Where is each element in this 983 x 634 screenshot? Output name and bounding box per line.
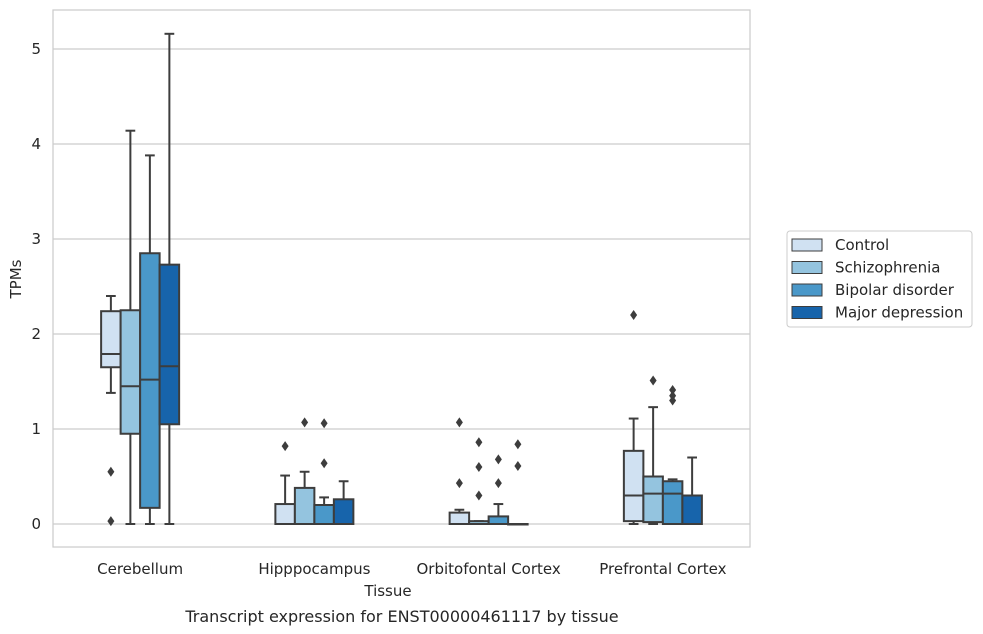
box-body [681,494,703,525]
legend-label: Control [835,236,889,254]
outlier-point [494,454,502,465]
box-bipolar-disorder [139,154,161,525]
legend-frame [786,230,973,328]
outlier-point [630,310,638,320]
outlier-point [514,439,522,450]
y-axis-title: TPMs [7,259,25,299]
box-schizophrenia [293,417,316,525]
y-tick-label: 3 [31,230,41,248]
x-tick-label: Prefrontal Cortex [599,560,726,578]
box-body [622,449,645,523]
legend-label: Major depression [835,304,963,322]
outlier-point [455,478,463,489]
box-bipolar-disorder [661,385,684,525]
box-body [100,310,122,369]
outlier-point [107,466,115,477]
y-tick-labels: 0 1 2 3 4 5 [31,40,41,533]
box-body [661,480,684,525]
legend-swatch [791,238,823,252]
box-schizophrenia [468,437,490,526]
outlier-point [475,437,483,448]
legend-label: Bipolar disorder [835,281,955,299]
box-body [119,309,142,435]
box-control [100,295,122,527]
x-tick-labels: Cerebellum Hipppocampus Orbitofontal Corte… [97,560,726,578]
y-tick-label: 1 [31,420,41,438]
y-tick-label: 5 [31,40,41,58]
legend-label: Schizophrenia [835,259,940,277]
y-tick-label: 2 [31,325,41,343]
box-control [448,417,471,525]
outlier-point [475,490,483,501]
outlier-point [320,418,328,429]
box-body [158,263,181,426]
legend: Control Schizophrenia Bipolar disorder Majo… [786,230,973,328]
box-control [622,310,645,525]
chart-caption: Transcript expression for ENST0000046111… [184,607,618,626]
box-major-depression [507,439,529,526]
legend-swatch [791,261,823,274]
outlier-point [514,461,522,472]
box-control [274,441,296,525]
x-axis-title: Tissue [363,582,411,600]
box-body [642,475,664,524]
box-major-depression [681,456,703,525]
box-bipolar-disorder [313,418,335,525]
x-tick-label: Cerebellum [97,560,183,578]
box-body [332,498,355,525]
box-major-depression [332,480,355,525]
box-body [448,511,471,525]
box-body [487,515,510,526]
x-tick-label: Orbitofontal Cortex [417,560,561,578]
legend-swatch [791,283,823,297]
plot-frame [52,9,751,548]
box-schizophrenia [119,129,142,525]
box-major-depression [158,32,181,525]
outlier-point [301,417,309,428]
outlier-point [494,478,502,489]
box-bipolar-disorder [487,454,510,526]
outlier-point [669,390,677,401]
outlier-point [455,417,463,428]
outlier-point [669,385,677,396]
box-body [293,486,316,525]
box-groups [100,32,703,527]
outlier-point [107,516,115,527]
outlier-point [649,375,657,386]
box-schizophrenia [642,375,664,525]
outlier-point [281,441,289,452]
outlier-point [320,458,328,469]
y-tick-label: 4 [31,135,41,153]
y-tick-label: 0 [31,515,41,533]
x-tick-label: Hipppocampus [258,560,370,578]
box-body [313,504,335,525]
box-body [274,503,296,525]
outlier-point [475,462,483,472]
legend-swatch [791,306,823,319]
